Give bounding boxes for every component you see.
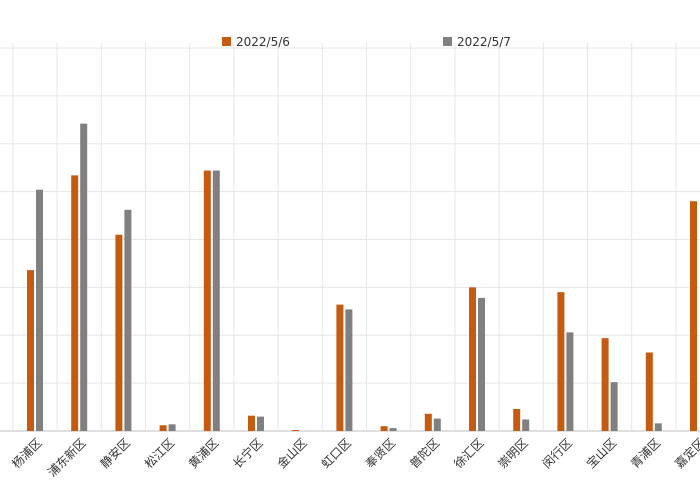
x-tick-label: 崇明区 <box>495 436 530 471</box>
bar <box>469 287 476 431</box>
bar <box>212 170 220 431</box>
legend-swatch <box>222 37 231 46</box>
x-tick-label: 长宁区 <box>230 435 266 471</box>
bar <box>610 382 618 431</box>
bar <box>513 408 521 431</box>
bar <box>566 332 574 431</box>
x-tick-label: 宝山区 <box>584 436 619 471</box>
x-tick-label: 嘉定区 <box>672 435 700 471</box>
x-tick-label: 杨浦区 <box>9 435 45 471</box>
x-tick-label: 闵行区 <box>539 435 575 471</box>
bar <box>522 419 530 431</box>
bar <box>690 201 697 431</box>
bars <box>27 123 697 431</box>
watermark-text: 头条 @没所谓在现场 <box>534 470 665 487</box>
bar <box>433 418 441 431</box>
legend-label: 2022/5/7 <box>457 35 511 49</box>
bar <box>292 430 300 431</box>
legend-label: 2022/5/6 <box>236 35 290 49</box>
bar <box>336 304 344 431</box>
x-tick-label: 徐汇区 <box>451 435 487 471</box>
bar <box>159 425 167 431</box>
bar <box>36 189 43 431</box>
watermark: 头条 @没所谓在现场 <box>534 470 665 487</box>
bar <box>478 297 485 431</box>
bar <box>389 428 397 431</box>
bar <box>601 338 609 431</box>
bar <box>71 175 79 431</box>
bar <box>203 170 211 431</box>
bar <box>124 209 132 431</box>
bar <box>345 309 353 431</box>
bar <box>168 424 176 431</box>
gridlines <box>0 43 700 432</box>
bar <box>248 415 255 431</box>
bar <box>115 234 123 431</box>
x-tick-label: 奉贤区 <box>363 436 398 471</box>
x-tick-label: 金山区 <box>274 435 310 471</box>
x-tick-label: 松江区 <box>142 436 177 471</box>
x-tick-label: 浦东新区 <box>44 435 89 480</box>
legend: 2022/5/6 2022/5/7 <box>222 35 511 49</box>
x-tick-label: 普陀区 <box>406 435 442 471</box>
bar <box>380 426 388 431</box>
x-tick-label: 青浦区 <box>628 436 663 471</box>
x-tick-label: 静安区 <box>97 435 133 471</box>
bar <box>27 270 34 431</box>
bar <box>557 292 565 431</box>
x-tick-label: 黄浦区 <box>186 436 221 471</box>
legend-swatch <box>443 37 452 46</box>
bar <box>645 352 653 431</box>
bar <box>654 423 662 431</box>
bar <box>424 413 432 431</box>
bar <box>80 123 88 431</box>
bar <box>257 416 264 431</box>
x-tick-label: 虹口区 <box>319 436 354 471</box>
